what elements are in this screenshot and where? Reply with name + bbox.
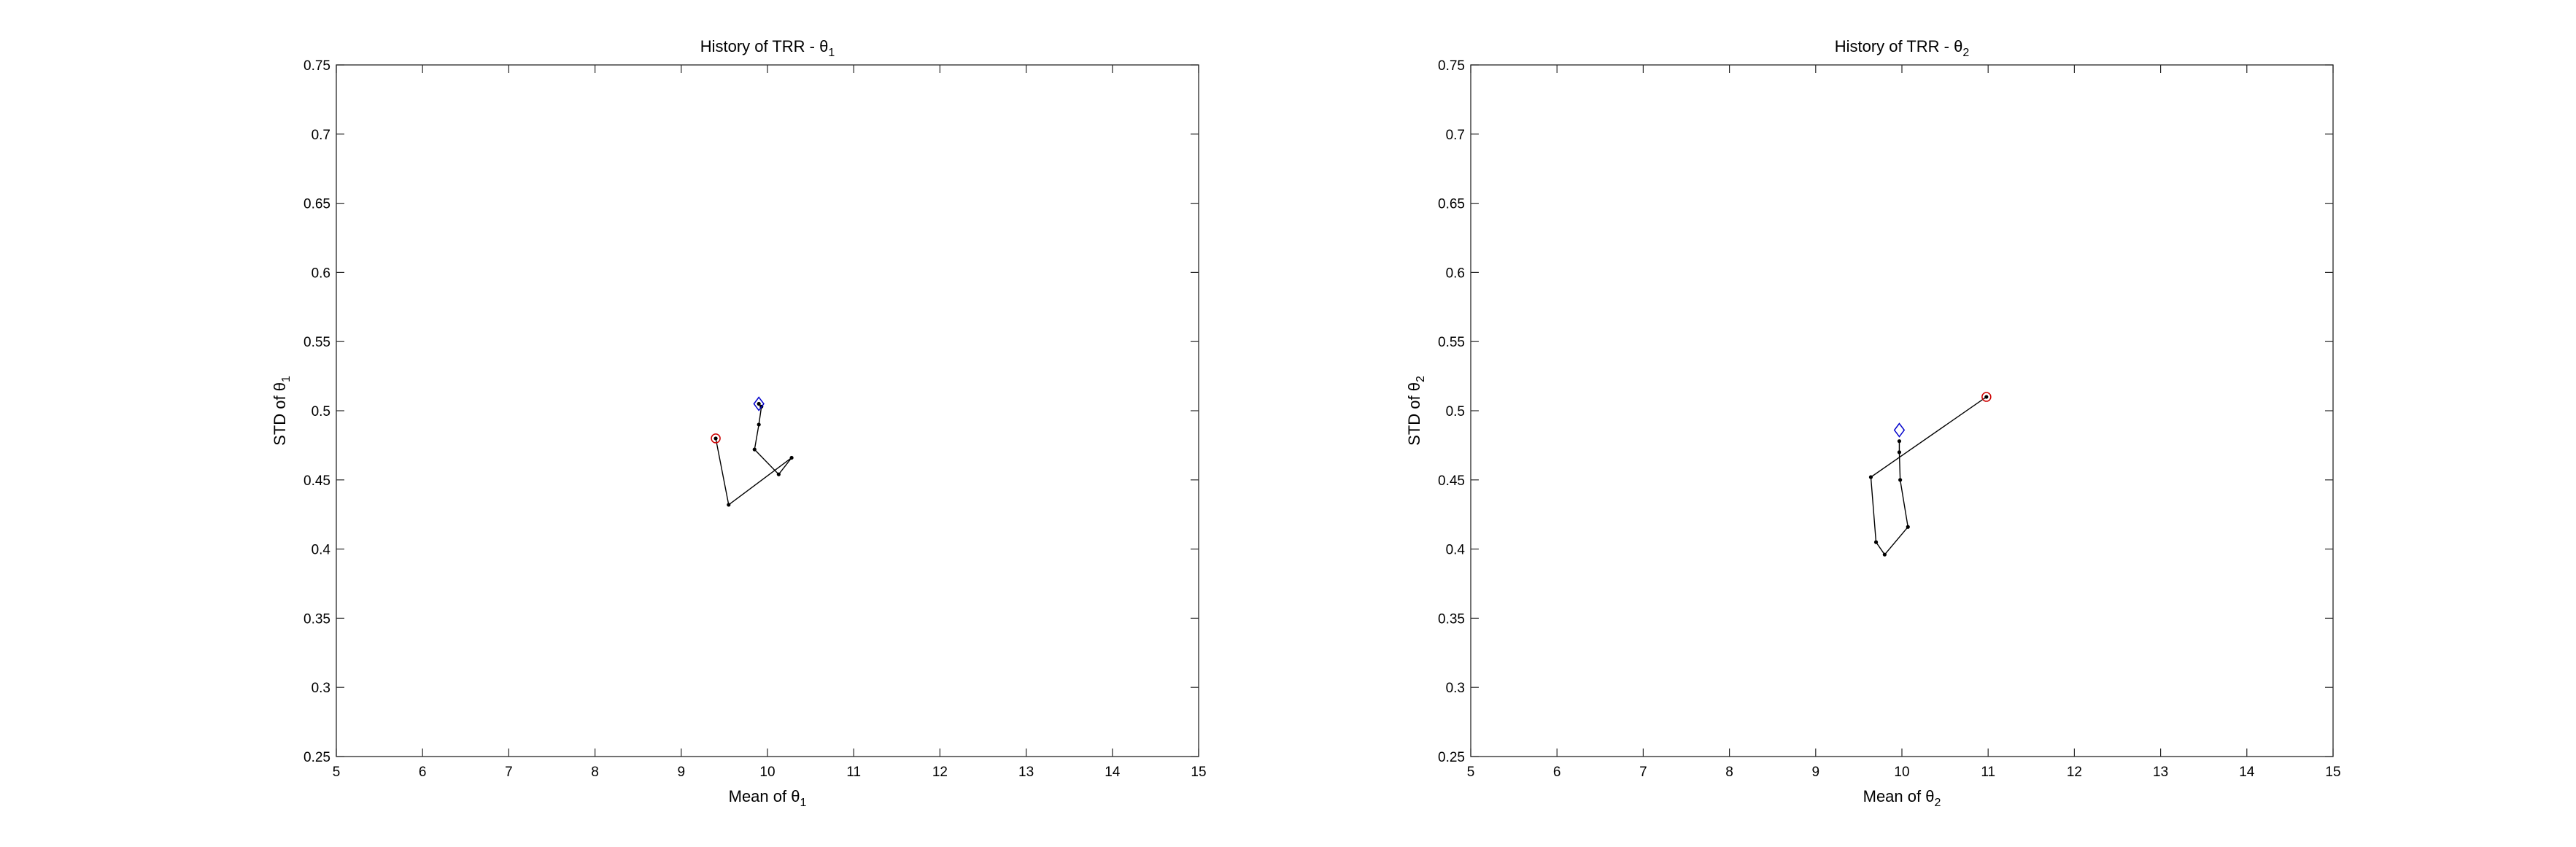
y-tick-label: 0.5 — [1446, 404, 1465, 419]
trajectory-point — [1897, 450, 1902, 455]
x-tick-label: 6 — [1553, 765, 1561, 780]
y-tick-label: 0.4 — [1446, 543, 1466, 558]
x-tick-label: 8 — [1725, 765, 1733, 780]
trajectory-point — [757, 401, 761, 406]
y-tick-label: 0.25 — [1438, 750, 1465, 765]
x-tick-label: 13 — [2153, 765, 2168, 780]
x-tick-label: 10 — [759, 765, 775, 780]
x-tick-label: 14 — [2239, 765, 2255, 780]
x-tick-label: 15 — [2325, 765, 2340, 780]
x-tick-label: 14 — [1105, 765, 1121, 780]
x-tick-label: 8 — [591, 765, 599, 780]
trajectory-point — [1897, 439, 1902, 444]
y-tick-label: 0.25 — [303, 750, 330, 765]
end-marker — [753, 396, 765, 411]
x-tick-label: 12 — [2067, 765, 2082, 780]
y-tick-label: 0.6 — [312, 266, 330, 281]
y-tick-label: 0.55 — [1438, 335, 1465, 350]
x-tick-label: 7 — [1639, 765, 1647, 780]
x-tick-label: 13 — [1018, 765, 1034, 780]
trajectory-line — [715, 403, 792, 506]
trajectory-point — [752, 447, 757, 452]
trajectory-point — [757, 422, 761, 427]
chart-theta1: History of TRR - θ1 Mean of θ1 STD of θ1… — [271, 37, 1207, 809]
y-tick-label: 0.3 — [312, 681, 330, 696]
x-tick-label: 6 — [419, 765, 427, 780]
y-tick-label: 0.6 — [1446, 266, 1465, 281]
y-tick-label: 0.55 — [303, 335, 330, 350]
x-tick-label: 11 — [846, 765, 861, 780]
trajectory-point — [1984, 395, 1989, 399]
trajectory-point — [789, 455, 794, 460]
x-tick-label: 10 — [1894, 765, 1909, 780]
end-marker — [1893, 422, 1906, 438]
y-tick-label: 0.45 — [303, 473, 330, 489]
x-axis-label: Mean of θ1 — [729, 787, 807, 809]
y-tick-label: 0.65 — [303, 197, 330, 212]
trajectory-line — [1870, 396, 1987, 556]
y-axis-label: STD of θ2 — [1405, 376, 1427, 446]
chart-title: History of TRR - θ2 — [1835, 37, 1970, 59]
trajectory-point — [1882, 552, 1887, 557]
y-tick-label: 0.7 — [1446, 128, 1465, 143]
trajectory-point — [713, 436, 718, 441]
x-tick-label: 5 — [333, 765, 341, 780]
trajectory-point — [1868, 475, 1873, 479]
plot-area-box — [336, 64, 1199, 757]
y-tick-label: 0.65 — [1438, 197, 1465, 212]
chart-title: History of TRR - θ1 — [700, 37, 835, 59]
y-tick-label: 0.75 — [303, 58, 330, 74]
trajectory-point — [776, 472, 781, 476]
x-tick-label: 5 — [1467, 765, 1475, 780]
trajectory-point — [1906, 525, 1910, 529]
start-marker — [1981, 392, 1992, 402]
x-axis-label: Mean of θ2 — [1863, 787, 1941, 809]
x-tick-label: 7 — [505, 765, 513, 780]
chart-theta2: History of TRR - θ2 Mean of θ2 STD of θ2… — [1405, 37, 2341, 809]
y-tick-label: 0.35 — [1438, 611, 1465, 627]
x-tick-label: 9 — [678, 765, 686, 780]
x-tick-label: 9 — [1812, 765, 1820, 780]
x-tick-label: 11 — [1981, 765, 1995, 780]
x-tick-label: 15 — [1191, 765, 1206, 780]
y-tick-label: 0.75 — [1438, 58, 1465, 74]
y-tick-label: 0.7 — [312, 128, 330, 143]
y-tick-label: 0.35 — [303, 611, 330, 627]
y-tick-label: 0.3 — [1446, 681, 1465, 696]
y-tick-label: 0.4 — [312, 543, 331, 558]
y-axis-label: STD of θ1 — [271, 376, 293, 446]
plot-area-box — [1470, 64, 2334, 757]
start-marker — [711, 433, 721, 444]
x-tick-label: 12 — [932, 765, 948, 780]
trajectory-point — [727, 503, 731, 507]
y-tick-label: 0.45 — [1438, 473, 1465, 489]
trajectory-point — [1873, 540, 1879, 544]
trajectory-point — [1898, 478, 1903, 482]
y-tick-label: 0.5 — [312, 404, 330, 419]
